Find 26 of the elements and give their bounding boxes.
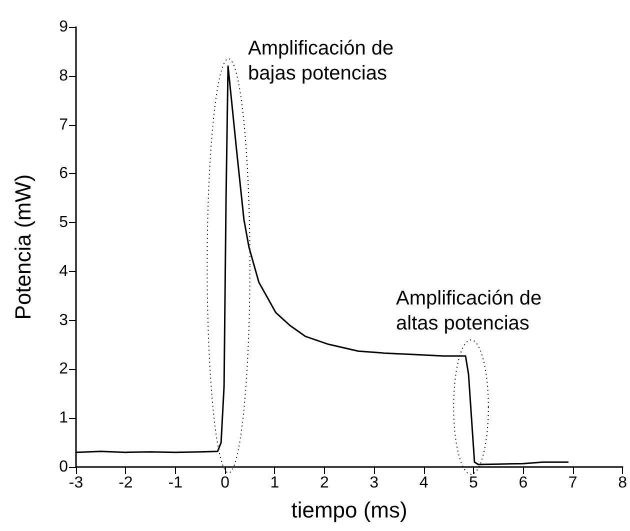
x-tick-label: 5 (469, 474, 478, 492)
y-tick-label: 6 (59, 165, 68, 182)
x-tick-label: 4 (419, 474, 428, 492)
x-tick-label: -3 (68, 474, 84, 492)
x-axis-title: tiempo (ms) (291, 498, 408, 522)
y-tick-label: 8 (59, 67, 68, 84)
x-tick-label: 0 (220, 474, 230, 492)
x-tick-label: 2 (320, 474, 329, 492)
x-tick-label: -2 (118, 474, 133, 492)
y-tick-label: 0 (59, 458, 68, 476)
y-tick-label: 5 (59, 214, 68, 232)
y-tick-label: 1 (59, 410, 68, 427)
x-tick-label: 8 (618, 474, 628, 492)
x-tick-label: 6 (518, 474, 528, 492)
y-axis-title: Potencia (mW) (10, 174, 36, 320)
y-tick-label: 2 (59, 360, 68, 378)
x-tick-label: 1 (270, 474, 280, 492)
x-tick-label: 7 (568, 474, 578, 492)
annotation: Amplificación de bajas potencias (248, 38, 394, 84)
y-tick-label: 7 (59, 116, 68, 134)
y-tick-label: 3 (59, 312, 68, 329)
y-tick-label: 9 (59, 18, 68, 36)
y-tick-label: 4 (59, 262, 68, 280)
annotation: Amplificación de altas potencias (396, 288, 542, 334)
x-tick-label: 3 (370, 474, 379, 492)
x-tick-label: -1 (168, 474, 183, 492)
